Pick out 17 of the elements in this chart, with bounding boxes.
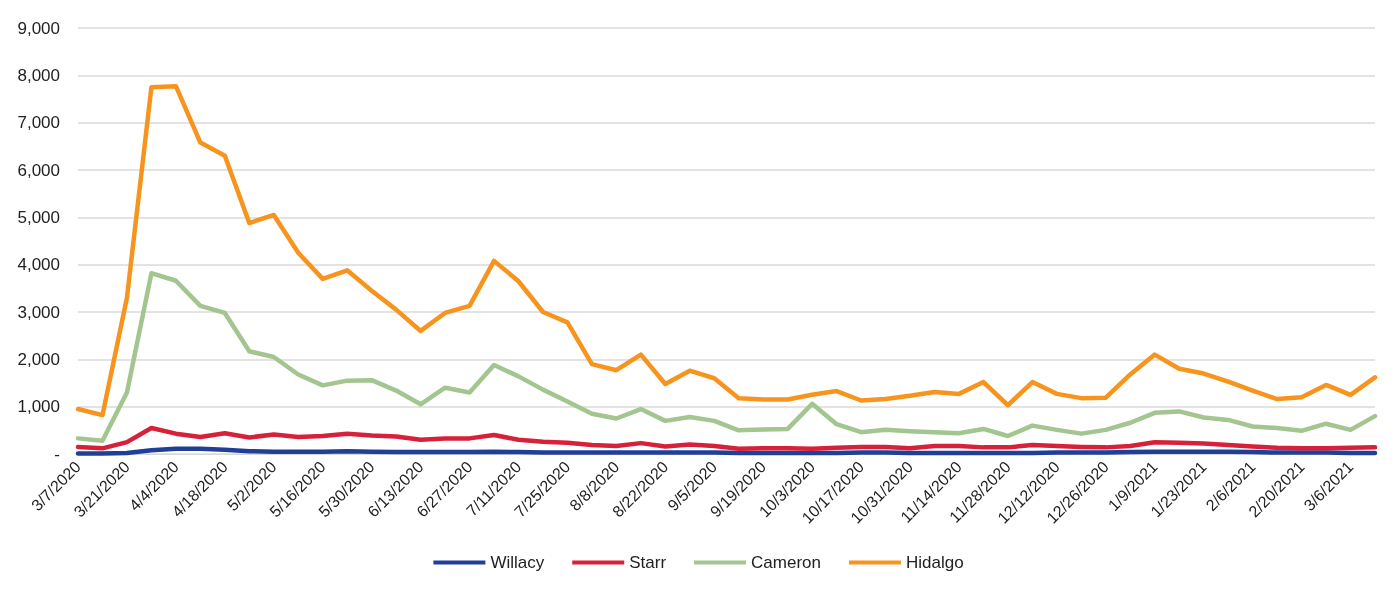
line-series	[75, 270, 1378, 443]
legend-label: Willacy	[490, 553, 545, 572]
line-series	[75, 425, 1378, 452]
y-tick-label: -	[54, 444, 60, 464]
line-series	[75, 83, 1378, 418]
y-tick-label: 6,000	[17, 160, 60, 180]
y-tick-label: 8,000	[17, 65, 60, 85]
legend-label: Starr	[629, 553, 667, 572]
legend-label: Cameron	[751, 553, 821, 572]
y-tick-label: 3,000	[17, 302, 60, 322]
y-tick-label: 7,000	[17, 113, 60, 133]
y-tick-label: 4,000	[17, 255, 60, 275]
y-tick-label: 9,000	[17, 18, 60, 38]
y-tick-label: 1,000	[17, 397, 60, 417]
y-tick-label: 5,000	[17, 207, 60, 227]
y-tick-label: 2,000	[17, 349, 60, 369]
legend-label: Hidalgo	[905, 553, 964, 572]
